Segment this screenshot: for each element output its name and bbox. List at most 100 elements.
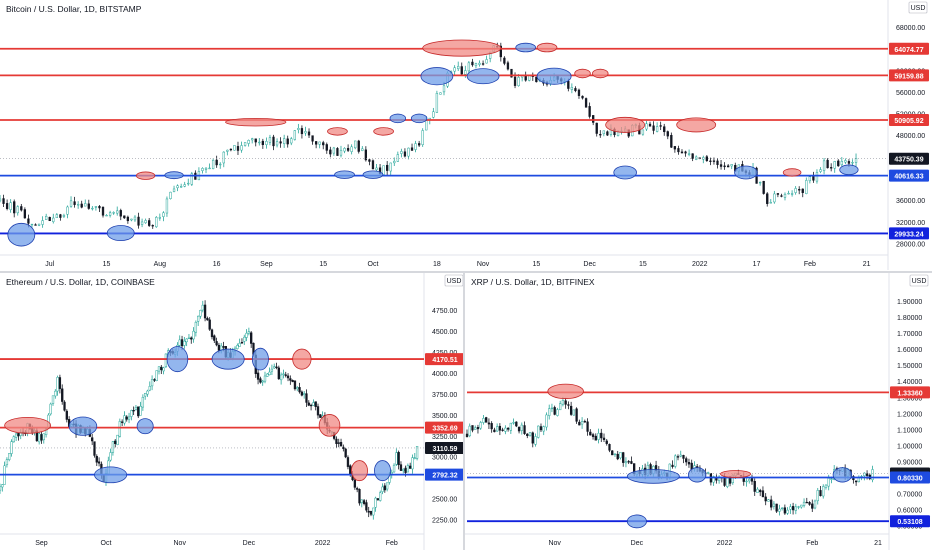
eth-candle-body	[125, 416, 128, 420]
btc-candle-body	[339, 149, 343, 156]
xrp-candle-body	[498, 425, 502, 431]
btc-candle-body	[727, 165, 730, 168]
xrp-candle-body	[685, 458, 688, 463]
eth-candle-body	[316, 406, 320, 416]
eth-candle	[291, 379, 294, 383]
xrp-candle-body	[811, 503, 814, 509]
btc-candle-body	[588, 106, 591, 117]
btc-candle	[432, 107, 435, 119]
btc-candle-body	[108, 212, 112, 216]
horizontal-divider[interactable]	[0, 271, 932, 273]
xrp-candle-body	[775, 503, 778, 512]
eth-candle-body	[164, 353, 168, 367]
eth-highlight-ellipse	[136, 418, 154, 435]
xrp-candle-body	[706, 472, 710, 474]
btc-candle	[226, 149, 229, 156]
btc-candle	[311, 135, 314, 145]
vertical-divider[interactable]	[463, 273, 465, 550]
btc-candle	[677, 145, 680, 155]
xrp-candle-body	[512, 422, 515, 424]
btc-candle	[112, 211, 115, 215]
eth-candle	[148, 381, 151, 392]
xrp-candle-body	[575, 408, 578, 422]
eth-candle	[296, 386, 299, 392]
btc-candle-body	[9, 202, 12, 210]
eth-candle-body	[303, 393, 306, 395]
btc-candle-body	[211, 160, 215, 169]
xrp-y-tick-label: 1.00000	[897, 443, 922, 450]
btc-candle-body	[655, 126, 659, 132]
btc-candle	[261, 138, 264, 149]
xrp-candle	[676, 454, 680, 461]
eth-highlight-ellipse	[4, 416, 52, 434]
btc-candle	[169, 191, 172, 200]
eth-candle-body	[144, 393, 147, 397]
btc-candle-body	[716, 160, 719, 165]
xrp-candle-body	[509, 422, 512, 431]
eth-candle	[42, 433, 45, 444]
eth-candle-body	[273, 366, 276, 369]
eth-candle	[208, 317, 211, 331]
xrp-candle-body	[594, 435, 597, 441]
eth-candle	[360, 499, 363, 508]
xrp-candle	[531, 431, 534, 448]
eth-candle-body	[185, 338, 188, 343]
eth-candle-body	[120, 421, 124, 423]
eth-candle	[8, 453, 11, 462]
btc-candle	[201, 167, 204, 174]
eth-candle-body	[298, 387, 301, 393]
btc-candle-body	[705, 156, 708, 161]
xrp-candle-body	[493, 429, 496, 433]
btc-candle-body	[87, 203, 90, 209]
btc-candle-body	[695, 156, 698, 160]
btc-candle-body	[155, 217, 158, 228]
xrp-candle-body	[816, 490, 819, 502]
xrp-candle	[767, 499, 770, 502]
btc-candle	[702, 155, 705, 164]
btc-candle-body	[371, 160, 375, 170]
eth-candle-body	[335, 438, 338, 444]
xrp-candle	[687, 458, 691, 468]
eth-candle	[197, 315, 200, 326]
xrp-candle	[871, 465, 874, 483]
btc-price-tag: 64074.77	[889, 42, 929, 55]
btc-candle-body	[105, 214, 108, 217]
xrp-chart-pane[interactable]: USD 1.90000 1.80000 1.70000 1.60000 1.50000 1.…	[465, 273, 932, 550]
btc-candle-body	[84, 203, 87, 207]
btc-candle	[421, 128, 424, 147]
eth-candle	[273, 363, 276, 369]
xrp-candle-body	[583, 421, 586, 423]
xrp-candle	[471, 425, 474, 433]
eth-candle	[215, 337, 218, 347]
eth-candle	[164, 353, 168, 369]
btc-candle	[396, 151, 399, 162]
xrp-y-tick-label: 1.50000	[897, 363, 922, 370]
eth-candle	[49, 402, 52, 416]
btc-candle-body	[261, 140, 264, 146]
btc-candle	[297, 123, 300, 134]
xrp-x-tick-label: 21	[874, 540, 882, 547]
eth-candle-body	[379, 492, 382, 501]
xrp-highlight-ellipse	[688, 467, 707, 483]
btc-candle	[531, 72, 534, 81]
eth-candle-body	[203, 304, 207, 319]
btc-candle	[510, 68, 513, 78]
eth-candle	[399, 461, 403, 471]
btc-chart-svg[interactable]: USD68000.0064000.0060000.0056000.0052000…	[0, 0, 932, 270]
eth-candle	[293, 380, 297, 391]
btc-candle	[172, 185, 176, 193]
btc-candle	[140, 218, 144, 228]
eth-chart-svg[interactable]: USD4750.004500.004250.004000.003750.0035…	[0, 273, 463, 550]
xrp-chart-svg[interactable]: USD 1.90000 1.80000 1.70000 1.60000 1.50000 1.…	[465, 273, 932, 550]
btc-candle	[325, 142, 328, 154]
btc-candle	[293, 130, 296, 141]
btc-chart-pane[interactable]: USD68000.0064000.0060000.0056000.0052000…	[0, 0, 932, 270]
eth-candle-body	[114, 440, 117, 444]
btc-candle-body	[76, 204, 80, 206]
eth-chart-pane[interactable]: USD4750.004500.004250.004000.003750.0035…	[0, 273, 463, 550]
btc-candle-body	[272, 136, 275, 147]
btc-candle	[219, 162, 222, 169]
eth-candle	[141, 394, 145, 411]
xrp-candle-body	[468, 425, 471, 437]
eth-price-tag: 2792.32	[425, 468, 463, 481]
